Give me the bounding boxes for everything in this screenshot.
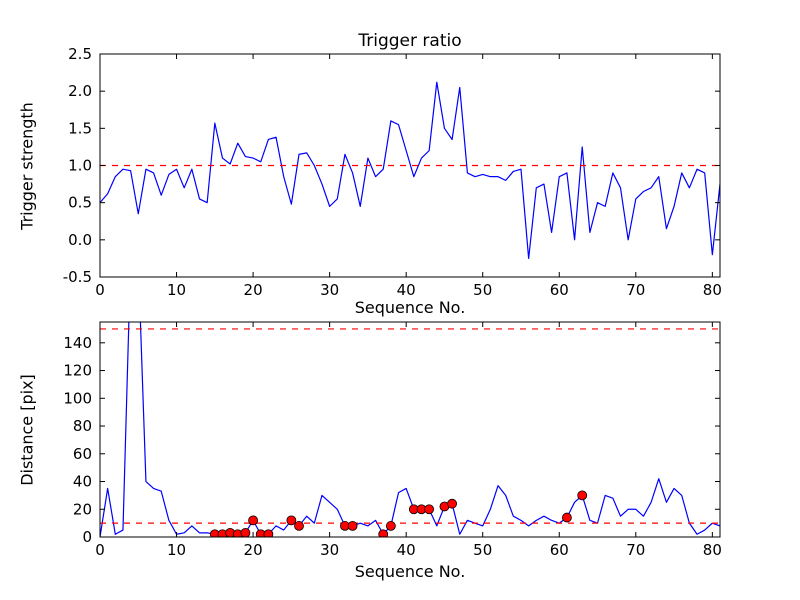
trigger-events-marker: [385, 521, 396, 531]
top-y-axis-label: Trigger strength: [17, 102, 37, 230]
x-tick-label: 20: [244, 541, 263, 559]
y-tick-label: 2.0: [68, 82, 92, 100]
trigger-events-marker: [447, 498, 457, 509]
x-tick-label: 70: [626, 281, 645, 299]
y-tick-label: 1.0: [68, 157, 92, 175]
axes-background: [100, 322, 720, 537]
trigger-events-marker: [248, 515, 258, 526]
x-tick-label: 30: [320, 541, 339, 559]
y-tick-label: 100: [63, 389, 92, 407]
x-tick-label: 10: [167, 541, 186, 559]
x-tick-label: 40: [397, 541, 416, 559]
x-tick-label: 30: [320, 281, 339, 299]
top-chart-title: Trigger ratio: [358, 31, 462, 51]
y-tick-label: 1.5: [68, 119, 92, 137]
bottom-y-axis-label: Distance [pix]: [17, 374, 37, 486]
trigger-events-marker: [562, 512, 572, 523]
y-tick-label: 0: [82, 528, 92, 546]
trigger-events-marker: [240, 527, 251, 537]
trigger-events-marker: [294, 521, 304, 531]
axes-1: 0 10 20 30 40 50 60 70 80 0 20 40 60 80 100 120 140: [63, 321, 722, 559]
x-tick-label: 80: [703, 541, 722, 559]
trigger-events-marker: [263, 529, 274, 537]
trigger-events-marker: [347, 521, 358, 531]
axes-0: 0 10 20 30 40 50 60 70 80 -0.5 0.0 0.5 1.0 1.5 2.0 2.5: [63, 45, 722, 299]
axes-frame: [99, 321, 721, 538]
y-tick-label: 2.5: [68, 45, 92, 63]
y-tick-label: 80: [73, 417, 92, 435]
y-tick-label: 60: [73, 445, 92, 463]
x-tick-label: 60: [550, 541, 569, 559]
x-tick-label: 50: [473, 281, 492, 299]
y-tick-label: 0.0: [68, 231, 92, 249]
x-tick-label: 0: [95, 541, 105, 559]
x-tick-label: 70: [626, 541, 645, 559]
trigger-events-marker: [378, 529, 389, 537]
x-tick-label: 80: [703, 281, 722, 299]
bottom-x-axis-label: Sequence No.: [354, 562, 466, 581]
x-tick-label: 0: [95, 281, 105, 299]
y-tick-label: 140: [63, 334, 92, 352]
y-tick-label: 120: [63, 362, 92, 380]
y-tick-label: 20: [73, 500, 92, 518]
axes-frame: [99, 53, 721, 278]
trigger-events-marker: [286, 515, 297, 526]
x-tick-label: 20: [244, 281, 263, 299]
y-tick-label: 0.5: [68, 194, 92, 212]
y-tick-label: -0.5: [63, 268, 92, 286]
top-x-axis-label: Sequence No.: [354, 298, 466, 317]
x-tick-label: 10: [167, 281, 186, 299]
x-tick-label: 50: [473, 541, 492, 559]
x-tick-label: 60: [550, 281, 569, 299]
trigger-events-marker: [577, 490, 588, 501]
y-tick-label: 40: [73, 473, 92, 491]
trigger-events-marker: [424, 504, 435, 515]
distance-line: [100, 322, 720, 537]
x-tick-label: 40: [397, 281, 416, 299]
trigger-strength-line: [100, 81, 720, 260]
